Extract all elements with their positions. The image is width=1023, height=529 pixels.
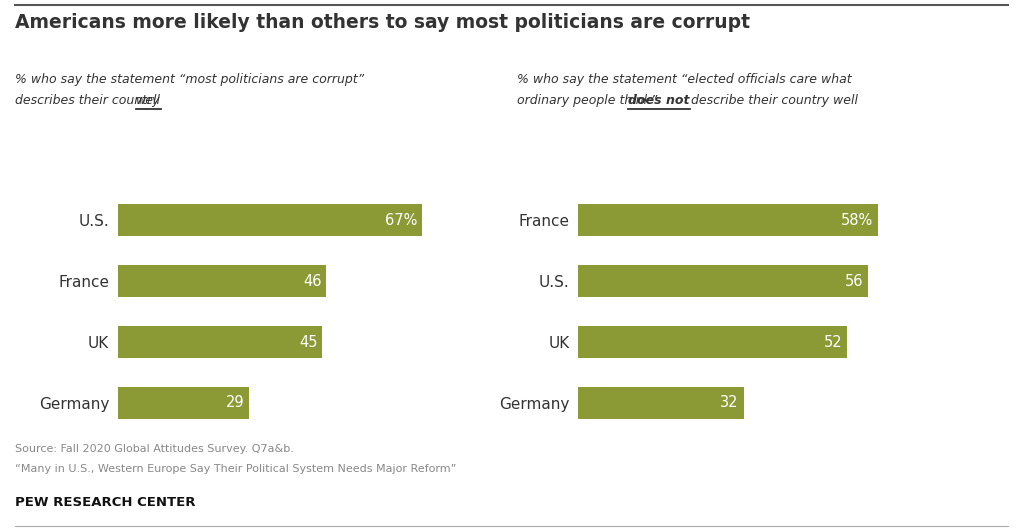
Text: 56: 56 (844, 273, 862, 289)
Text: 32: 32 (720, 396, 739, 411)
Bar (118, 266, 326, 297)
Text: 67%: 67% (385, 213, 417, 228)
Text: PEW RESEARCH CENTER: PEW RESEARCH CENTER (15, 496, 195, 509)
Text: Source: Fall 2020 Global Attitudes Survey. Q7a&b.: Source: Fall 2020 Global Attitudes Surve… (15, 444, 295, 454)
Text: % who say the statement “elected officials care what: % who say the statement “elected officia… (517, 73, 851, 86)
Text: 46: 46 (304, 273, 322, 289)
Bar (118, 387, 250, 419)
Bar (578, 326, 847, 358)
Text: % who say the statement “most politicians are corrupt”: % who say the statement “most politician… (15, 73, 364, 86)
Text: Americans more likely than others to say most politicians are corrupt: Americans more likely than others to say… (15, 13, 750, 32)
Text: describe their country well: describe their country well (687, 94, 858, 107)
Text: 58%: 58% (841, 213, 874, 228)
Text: 52: 52 (824, 334, 842, 350)
Bar (118, 326, 322, 358)
Text: 45: 45 (299, 334, 317, 350)
Text: 29: 29 (226, 396, 244, 411)
Text: well: well (136, 94, 161, 107)
Text: “Many in U.S., Western Europe Say Their Political System Needs Major Reform”: “Many in U.S., Western Europe Say Their … (15, 464, 456, 475)
Bar (578, 204, 879, 236)
Text: does not: does not (628, 94, 690, 107)
Bar (118, 204, 421, 236)
Bar (578, 387, 744, 419)
Text: describes their country: describes their country (15, 94, 164, 107)
Text: ordinary people think”: ordinary people think” (517, 94, 661, 107)
Bar (578, 266, 868, 297)
